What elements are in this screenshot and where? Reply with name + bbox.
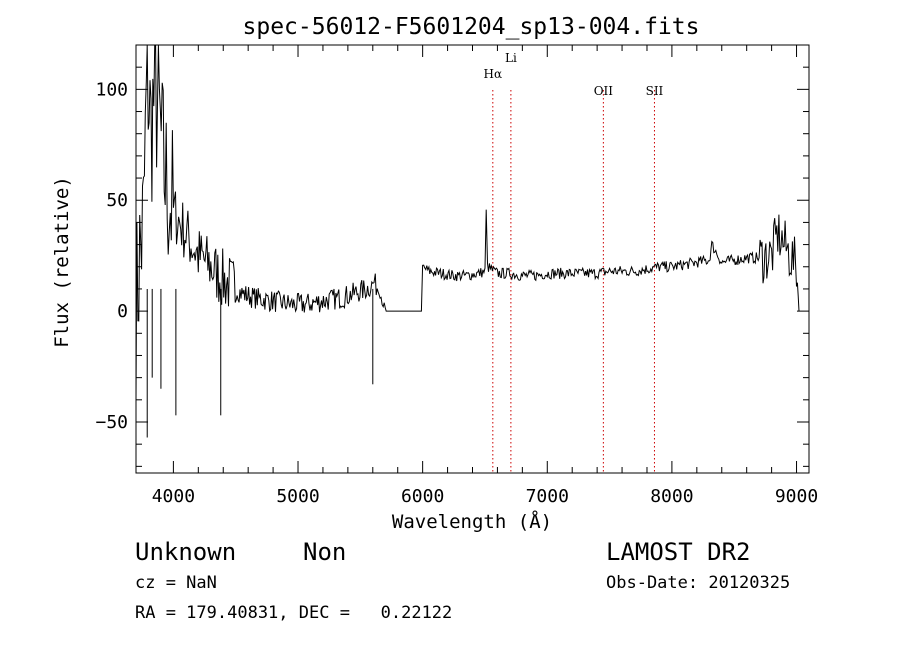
y-tick-label-50: 50 xyxy=(106,190,128,211)
object-subclass: Non xyxy=(303,538,347,566)
redshift-cz: cz = NaN xyxy=(135,573,217,593)
tick-labels: 4000 5000 6000 7000 8000 9000 −50 0 50 100 xyxy=(95,79,818,507)
axis-ticks xyxy=(136,44,809,473)
x-tick-label-9000: 9000 xyxy=(775,486,818,507)
marker-label-1: Li xyxy=(505,51,517,65)
x-tick-label-7000: 7000 xyxy=(526,486,569,507)
x-tick-label-8000: 8000 xyxy=(650,486,693,507)
spectrum-line xyxy=(135,44,800,400)
marker-label-3: SII xyxy=(646,84,664,98)
object-class: Unknown xyxy=(135,538,237,566)
x-axis-label: Wavelength (Å) xyxy=(392,510,552,533)
observation-date: Obs-Date: 20120325 xyxy=(606,573,791,593)
survey-name: LAMOST DR2 xyxy=(606,538,751,566)
x-tick-label-6000: 6000 xyxy=(401,486,444,507)
coordinates: RA = 179.40831, DEC = 0.22122 xyxy=(135,603,453,623)
y-tick-label-100: 100 xyxy=(95,79,128,100)
chart-title: spec-56012-F5601204_sp13-004.fits xyxy=(243,14,700,40)
y-tick-label--50: −50 xyxy=(95,412,128,433)
marker-label-2: OII xyxy=(594,84,614,98)
y-axis-label: Flux (relative) xyxy=(51,176,73,348)
y-tick-label-0: 0 xyxy=(117,301,128,322)
noise-spikes xyxy=(146,288,374,438)
marker-label-0: Hα xyxy=(484,67,503,81)
x-tick-label-4000: 4000 xyxy=(152,486,195,507)
plot-frame xyxy=(135,44,810,474)
x-tick-label-5000: 5000 xyxy=(276,486,319,507)
